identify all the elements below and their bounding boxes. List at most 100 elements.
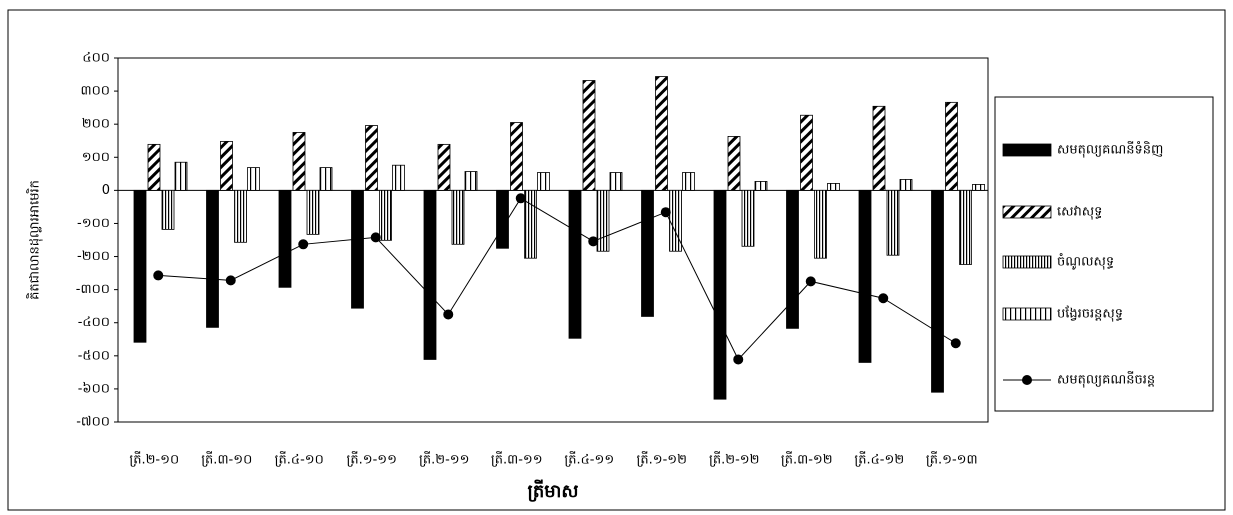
bar <box>568 189 582 339</box>
y-tick-label: 0 <box>102 183 110 198</box>
bar <box>814 189 827 259</box>
line-marker <box>588 236 599 247</box>
legend-swatch <box>1002 255 1052 269</box>
bar <box>379 189 392 241</box>
x-tick-label: ត្រី.៤-១២ <box>854 451 904 468</box>
x-tick-label: ត្រី.១-១៣ <box>926 451 978 468</box>
bar <box>858 189 872 363</box>
bar <box>754 181 768 191</box>
y-tick-label: ១០០ <box>82 150 110 165</box>
bar <box>800 114 813 191</box>
bar <box>306 189 320 235</box>
bar <box>496 189 509 249</box>
legend-label: សមតុល្យគណនីទំនិញ <box>1057 141 1163 159</box>
bar <box>365 125 378 191</box>
bar <box>609 172 623 191</box>
x-tick-label: ត្រី.១-១២ <box>637 451 687 468</box>
line-marker <box>950 338 961 349</box>
bar <box>786 189 799 329</box>
bar <box>669 189 682 252</box>
bar <box>510 122 523 191</box>
bar <box>292 132 306 191</box>
bar <box>959 189 972 265</box>
y-axis-title: គិតជាលានដុល្លារអាមេរិក <box>26 180 44 300</box>
bar <box>206 189 219 328</box>
bar <box>278 189 292 288</box>
y-tick-label: ៣០០ <box>80 84 110 99</box>
bar <box>464 171 478 191</box>
bar <box>741 189 755 247</box>
bar <box>641 189 654 317</box>
y-tick-label: -៤០០ <box>78 315 110 330</box>
line-marker <box>225 275 236 286</box>
bar <box>147 143 161 191</box>
bar <box>827 183 840 191</box>
x-tick-label: ត្រី.៤-១១ <box>564 451 614 468</box>
line-marker <box>370 232 381 243</box>
bar <box>451 189 465 245</box>
legend-swatch <box>1002 307 1052 321</box>
x-tick-label: ត្រី.១-១១ <box>347 451 397 468</box>
line-marker <box>443 309 454 320</box>
bar <box>351 189 364 309</box>
bar <box>220 140 233 191</box>
line-marker <box>878 293 889 304</box>
bar <box>133 189 147 343</box>
line-marker <box>660 207 671 218</box>
x-tick-label: ត្រី.២-១២ <box>709 451 759 468</box>
bar <box>423 189 437 360</box>
y-tick-label: -១០០ <box>77 216 110 231</box>
bar <box>945 101 958 191</box>
bar <box>537 172 550 191</box>
bar <box>524 189 537 259</box>
bar <box>682 172 695 191</box>
x-axis-title: ត្រីមាស <box>527 479 578 502</box>
line-marker <box>298 239 309 250</box>
y-tick-label: ៤០០ <box>82 51 110 66</box>
legend-label: បង្វែរចរន្តសុទ្ធ <box>1057 305 1123 323</box>
bar <box>247 167 260 191</box>
bar <box>727 136 741 191</box>
x-tick-label: ត្រី.២-១១ <box>419 451 469 468</box>
line <box>158 197 957 361</box>
bar <box>886 189 900 256</box>
bar <box>161 189 175 230</box>
line-marker <box>515 193 526 204</box>
legend-swatch <box>1002 143 1052 157</box>
bar <box>319 167 333 191</box>
x-tick-label: ត្រី.៤-១០ <box>275 451 324 468</box>
legend-swatch <box>1002 205 1052 219</box>
bar <box>596 189 610 252</box>
line-marker <box>153 270 164 281</box>
y-tick-label: -៥០០ <box>78 348 110 363</box>
legend-label: ចំណូលសុទ្ធ <box>1057 253 1114 271</box>
bar <box>234 189 247 243</box>
bar <box>437 143 451 191</box>
bar <box>392 164 405 191</box>
line-marker <box>733 354 744 365</box>
x-tick-label: ត្រី.២-១០ <box>129 451 179 468</box>
legend-swatch <box>1022 375 1032 385</box>
x-tick-label: ត្រី.៣-១០ <box>201 451 252 468</box>
y-tick-label: ២០០ <box>82 117 110 132</box>
legend-label: សេវាសុទ្ធ <box>1057 205 1102 221</box>
bar <box>655 76 668 191</box>
y-tick-label: -៦០០ <box>78 381 110 396</box>
y-tick-label: -៣០០ <box>76 282 110 297</box>
legend-label: សមតុល្យគណនីចរន្ត <box>1057 371 1155 389</box>
bar <box>931 189 944 393</box>
plot-area <box>117 57 989 423</box>
y-tick-label: -៧០០ <box>76 415 110 430</box>
bar <box>713 189 727 400</box>
x-tick-label: ត្រី.៣-១១ <box>491 451 543 468</box>
bar <box>174 161 188 191</box>
x-tick-label: ត្រី.៣-១២ <box>781 451 833 468</box>
bar <box>972 184 985 191</box>
line-marker <box>805 276 816 287</box>
bar <box>899 179 913 191</box>
bar <box>872 105 886 191</box>
y-tick-label: -២០០ <box>77 249 110 264</box>
bar <box>582 80 596 191</box>
